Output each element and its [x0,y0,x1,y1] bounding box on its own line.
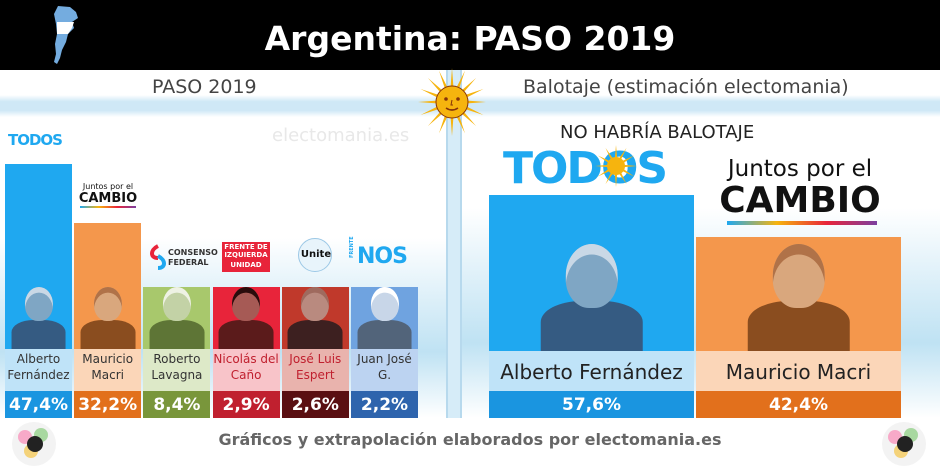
panel-divider [446,70,462,418]
photo-espert-face [301,287,330,322]
balotaje-pct-fernandez: 57,6% [489,391,694,418]
paso-name-line: Caño [230,368,262,382]
photo-espert-suit [287,320,343,349]
nos-logo-side: FRENTE [349,236,355,258]
paso-name-line: Macri [91,368,124,382]
photo-lavagna [143,277,210,349]
photo-fernandez-suit [11,320,66,349]
paso-name-gomez: Juan José G. [351,349,418,391]
photo-gomez-face [370,287,399,322]
paso-name-macri: Mauricio Macri [74,349,142,391]
juntos-logo-large-line1: Juntos por el [727,156,873,182]
balotaje-photo-fernandez-suit [540,301,643,351]
photo-espert [282,277,349,349]
left-section-title: PASO 2019 [152,76,257,98]
paso-name-line: Alberto [16,352,61,366]
frente-izquierda-logo: FRENTE DE IZQUIERDA UNIDAD [222,242,270,272]
balotaje-name-macri: Mauricio Macri [696,351,901,391]
paso-name-line: Mauricio [82,352,134,366]
todos-sun-icon [595,145,637,187]
paso-name-line: Espert [296,368,335,382]
balotaje-photo-macri-face [772,243,825,308]
unite-logo-text: Unite [300,249,332,260]
nos-logo: NOS [357,244,408,269]
title-bar: Argentina: PASO 2019 [0,0,940,70]
photo-delcano [213,277,280,349]
photo-macri-face [93,287,122,322]
photo-macri [74,277,141,349]
photo-lavagna-suit [149,320,205,349]
juntos-logo-small-line1: Juntos por el [82,182,134,191]
photo-lavagna-face [162,287,191,322]
photo-macri-suit [80,320,136,349]
paso-name-line: José Luis [289,352,342,366]
paso-name-line: Lavagna [151,368,203,382]
footer-credit: Gráficos y extrapolación elaborados por … [218,430,722,449]
paso-name-line: Roberto [153,352,201,366]
balotaje-photo-fernandez [529,226,654,351]
juntos-logo-small-stripe [80,206,136,208]
photo-gomez [351,277,418,349]
paso-pct-gomez: 2,2% [351,391,418,418]
photo-delcano-suit [218,320,274,349]
unite-logo: Unite [298,238,332,272]
frente-logo-line2: IZQUIERDA [224,251,268,259]
photo-fernandez [5,277,72,349]
balotaje-photo-macri-suit [747,301,850,351]
electomania-logo-left [12,422,56,466]
sun-of-may-icon [418,68,486,136]
photo-delcano-face [232,287,261,322]
balotaje-name-fernandez: Alberto Fernández [489,351,694,391]
paso-name-fernandez: Alberto Fernández [5,349,72,391]
consenso-logo-line2: FEDERAL [168,258,209,267]
watermark: electomania.es [272,125,410,146]
juntos-logo-large-line2: CAMBIO [719,180,881,221]
balotaje-pct-macri: 42,4% [696,391,901,418]
frente-logo-line3: UNIDAD [230,261,262,269]
argentina-map-icon [54,6,78,64]
balotaje-photo-macri [736,226,861,351]
paso-name-lavagna: Roberto Lavagna [143,349,211,391]
consenso-logo-line1: CONSENSO [168,248,218,257]
todos-logo-large: TODOS [503,143,668,194]
electomania-logo-right [882,422,926,466]
todos-logo-small: TODOS [8,131,63,149]
juntos-logo-large-stripe [727,221,877,225]
paso-name-line: G. [377,368,392,382]
paso-name-line: Nicolás del [213,352,279,366]
photo-fernandez-face [24,287,53,322]
frente-logo-line1: FRENTE DE [224,243,268,251]
paso-name-espert: José Luis Espert [281,349,349,391]
balotaje-photo-fernandez-face [565,243,618,308]
page-title: Argentina: PASO 2019 [264,19,676,58]
consenso-federal-icon [150,244,166,270]
paso-pct-fernandez: 47,4% [5,391,72,418]
paso-pct-lavagna: 8,4% [143,391,211,418]
paso-name-delcano: Nicolás del Caño [212,349,280,391]
paso-name-line: Juan José [357,352,412,366]
photo-gomez-suit [357,320,412,349]
paso-pct-macri: 32,2% [74,391,142,418]
paso-pct-delcano: 2,9% [212,391,280,418]
juntos-logo-small-line2: CAMBIO [78,191,138,206]
right-section-title: Balotaje (estimación electomania) [523,76,849,98]
paso-pct-espert: 2,6% [281,391,349,418]
top-ribbon [0,95,940,117]
paso-name-line: Fernández [7,368,70,382]
balotaje-note: NO HABRÍA BALOTAJE [560,122,755,143]
